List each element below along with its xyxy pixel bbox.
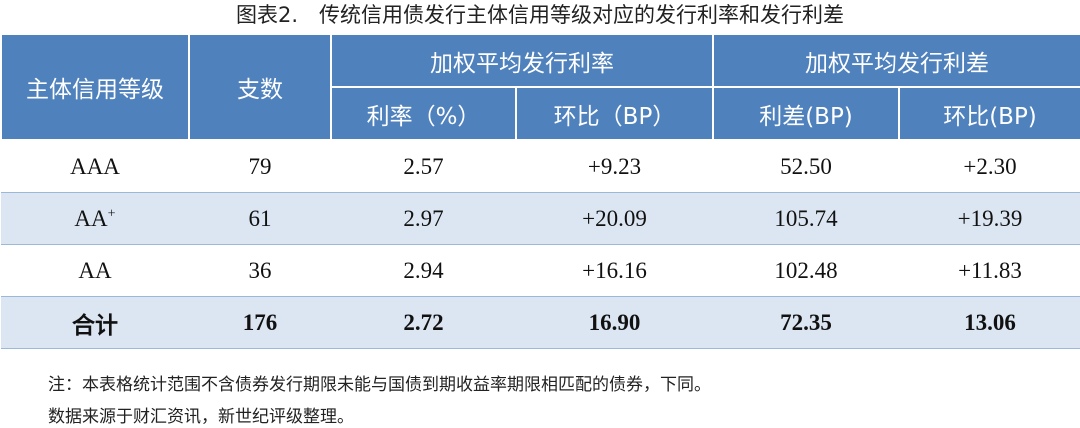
table-cell: +19.39 <box>899 192 1080 245</box>
table-cell: +11.83 <box>899 244 1080 297</box>
table-cell: 176 <box>189 296 331 349</box>
table-cell: 102.48 <box>713 244 899 297</box>
table-cell: 52.50 <box>713 139 899 193</box>
table-cell: 2.57 <box>331 139 516 193</box>
table-cell: +20.09 <box>516 192 713 245</box>
header-cell: 利差(BP) <box>712 86 900 141</box>
cell-text: 合计 <box>72 312 118 339</box>
table-cell: 2.72 <box>331 296 516 349</box>
table-cell: AA <box>1 244 189 297</box>
table-cell: 16.90 <box>516 296 713 349</box>
table-cell: 61 <box>189 192 331 245</box>
header-cell: 主体信用等级 <box>0 33 190 141</box>
title: 图表2. 传统信用债发行主体信用等级对应的发行利率和发行利差 <box>235 3 845 27</box>
table-cell: AAA <box>1 139 189 193</box>
table-cell: +16.16 <box>516 244 713 297</box>
table-cell: 13.06 <box>899 296 1080 349</box>
table-row: AA 36 2.94 +16.16 102.48 +11.83 <box>1 244 1080 297</box>
note: 注：本表格统计范围不含债券发行期限未能与国债到期收益率期限相匹配的债券，下同。 <box>48 375 711 395</box>
cell-text: AA <box>74 205 108 231</box>
header-cell: 环比(BP) <box>898 86 1080 141</box>
table-cell: 79 <box>189 139 331 193</box>
header-cell: 加权平均发行利差 <box>712 33 1080 88</box>
header-cell: 支数 <box>188 33 332 141</box>
table-cell: 2.97 <box>331 192 516 245</box>
note: 数据来源于财汇资讯，新世纪评级整理。 <box>48 407 354 427</box>
table-cell: 2.94 <box>331 244 516 297</box>
header-cell: 环比（BP） <box>515 86 714 141</box>
table-row: AA+ 61 2.97 +20.09 105.74 +19.39 <box>1 192 1080 245</box>
cell-text: AA <box>78 257 112 283</box>
cell-text: AAA <box>70 153 120 179</box>
superscript: + <box>107 205 116 221</box>
table-cell: +2.30 <box>899 139 1080 193</box>
table-cell: 72.35 <box>713 296 899 349</box>
table-cell: AA+ <box>1 192 189 245</box>
table-row: 合计 176 2.72 16.90 72.35 13.06 <box>1 296 1080 349</box>
table-cell: 105.74 <box>713 192 899 245</box>
header-cell: 利率（%） <box>330 86 517 141</box>
table-row: AAA 79 2.57 +9.23 52.50 +2.30 <box>1 139 1080 193</box>
header-cell: 加权平均发行利率 <box>330 33 714 88</box>
table-cell: +9.23 <box>516 139 713 193</box>
table-cell: 合计 <box>1 296 189 349</box>
table: 主体信用等级 支数 加权平均发行利率 加权平均发行利差 利率（%） 环比（BP）利… <box>0 33 1080 349</box>
table-cell: 36 <box>189 244 331 297</box>
